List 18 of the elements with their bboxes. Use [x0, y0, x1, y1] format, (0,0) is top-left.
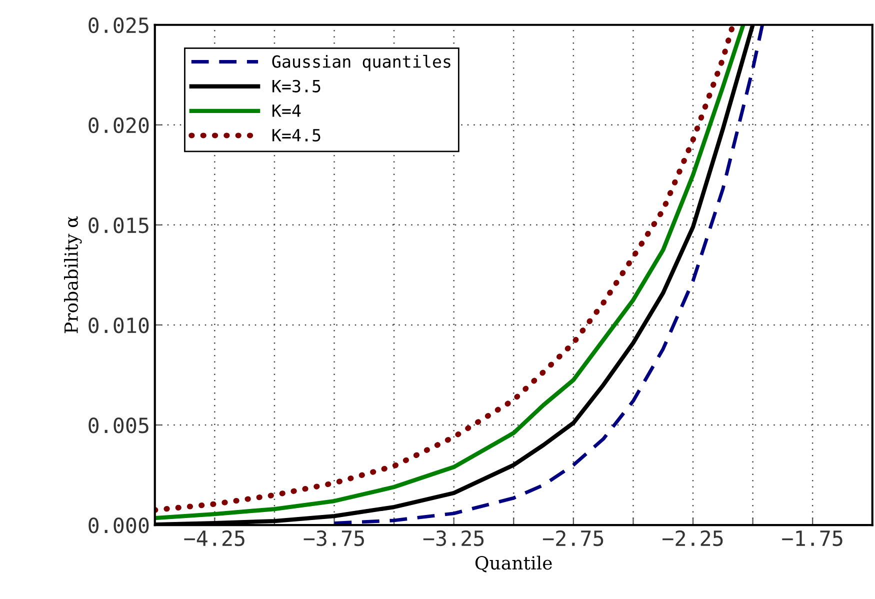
x-tick-label: −4.25: [184, 530, 244, 546]
legend-label: Gaussian quantiles: [272, 54, 450, 72]
x-tick-label: −1.75: [782, 530, 842, 546]
y-tick-label: 0.000: [88, 518, 149, 534]
legend-label: K=4: [272, 104, 301, 117]
x-tick-label: −2.75: [542, 530, 604, 546]
y-tick-label: 0.025: [88, 17, 148, 34]
legend-label: K=4.5: [272, 129, 320, 142]
x-tick-label: −3.25: [423, 530, 484, 546]
x-tick-label: −2.25: [662, 530, 723, 546]
y-tick-label: 0.010: [88, 317, 149, 334]
y-tick-label: 0.015: [88, 217, 148, 234]
legend-label: K=3.5: [272, 80, 320, 92]
y-axis-title: Probability α: [64, 216, 82, 334]
y-tick-label: 0.020: [88, 117, 149, 134]
x-axis-title: Quantile: [475, 556, 552, 572]
x-tick-label: −3.75: [304, 530, 364, 546]
y-tick-label: 0.005: [88, 418, 148, 434]
